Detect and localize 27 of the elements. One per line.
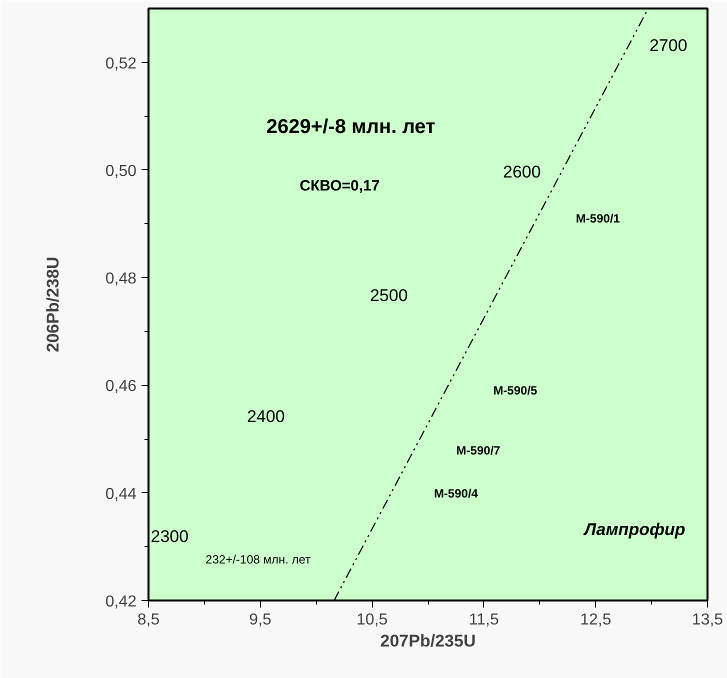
- annotation: M-590/5: [493, 383, 538, 398]
- x-axis-title: 207Pb/235U: [380, 632, 476, 650]
- annotation: M-590/4: [434, 486, 478, 500]
- y-tick-label: 0,52: [105, 55, 137, 72]
- annotation: 2629+/-8 млн. лет: [266, 116, 436, 138]
- x-tick-label: 11,5: [468, 612, 499, 628]
- x-tick-label: 12,5: [580, 612, 612, 628]
- x-tick-label: 9,5: [249, 612, 272, 628]
- annotation: Лампрофир: [582, 520, 686, 539]
- y-tick-label: 0,50: [105, 162, 137, 180]
- x-tick-label: 10,5: [356, 612, 388, 628]
- annotation: 2500: [370, 286, 408, 306]
- y-tick-label: 0,46: [105, 378, 137, 396]
- y-tick-label: 0,48: [105, 270, 137, 288]
- x-tick-label: 13,5: [692, 612, 724, 628]
- y-axis-title: 206Pb/238U: [43, 256, 62, 352]
- x-tick-label: 8,5: [137, 612, 160, 628]
- annotation: 2300: [150, 526, 189, 546]
- annotation: 2400: [246, 406, 285, 426]
- annotation: 2700: [649, 36, 688, 56]
- annotation: M-590/1: [576, 212, 620, 226]
- annotation: M-590/7: [456, 444, 501, 458]
- annotation: 232+/-108 млн. лет: [206, 552, 312, 567]
- annotation: СКВО=0,17: [300, 178, 380, 195]
- annotation: 2600: [503, 162, 541, 182]
- y-tick-label: 0,44: [105, 486, 137, 503]
- y-tick-label: 0,42: [105, 594, 137, 610]
